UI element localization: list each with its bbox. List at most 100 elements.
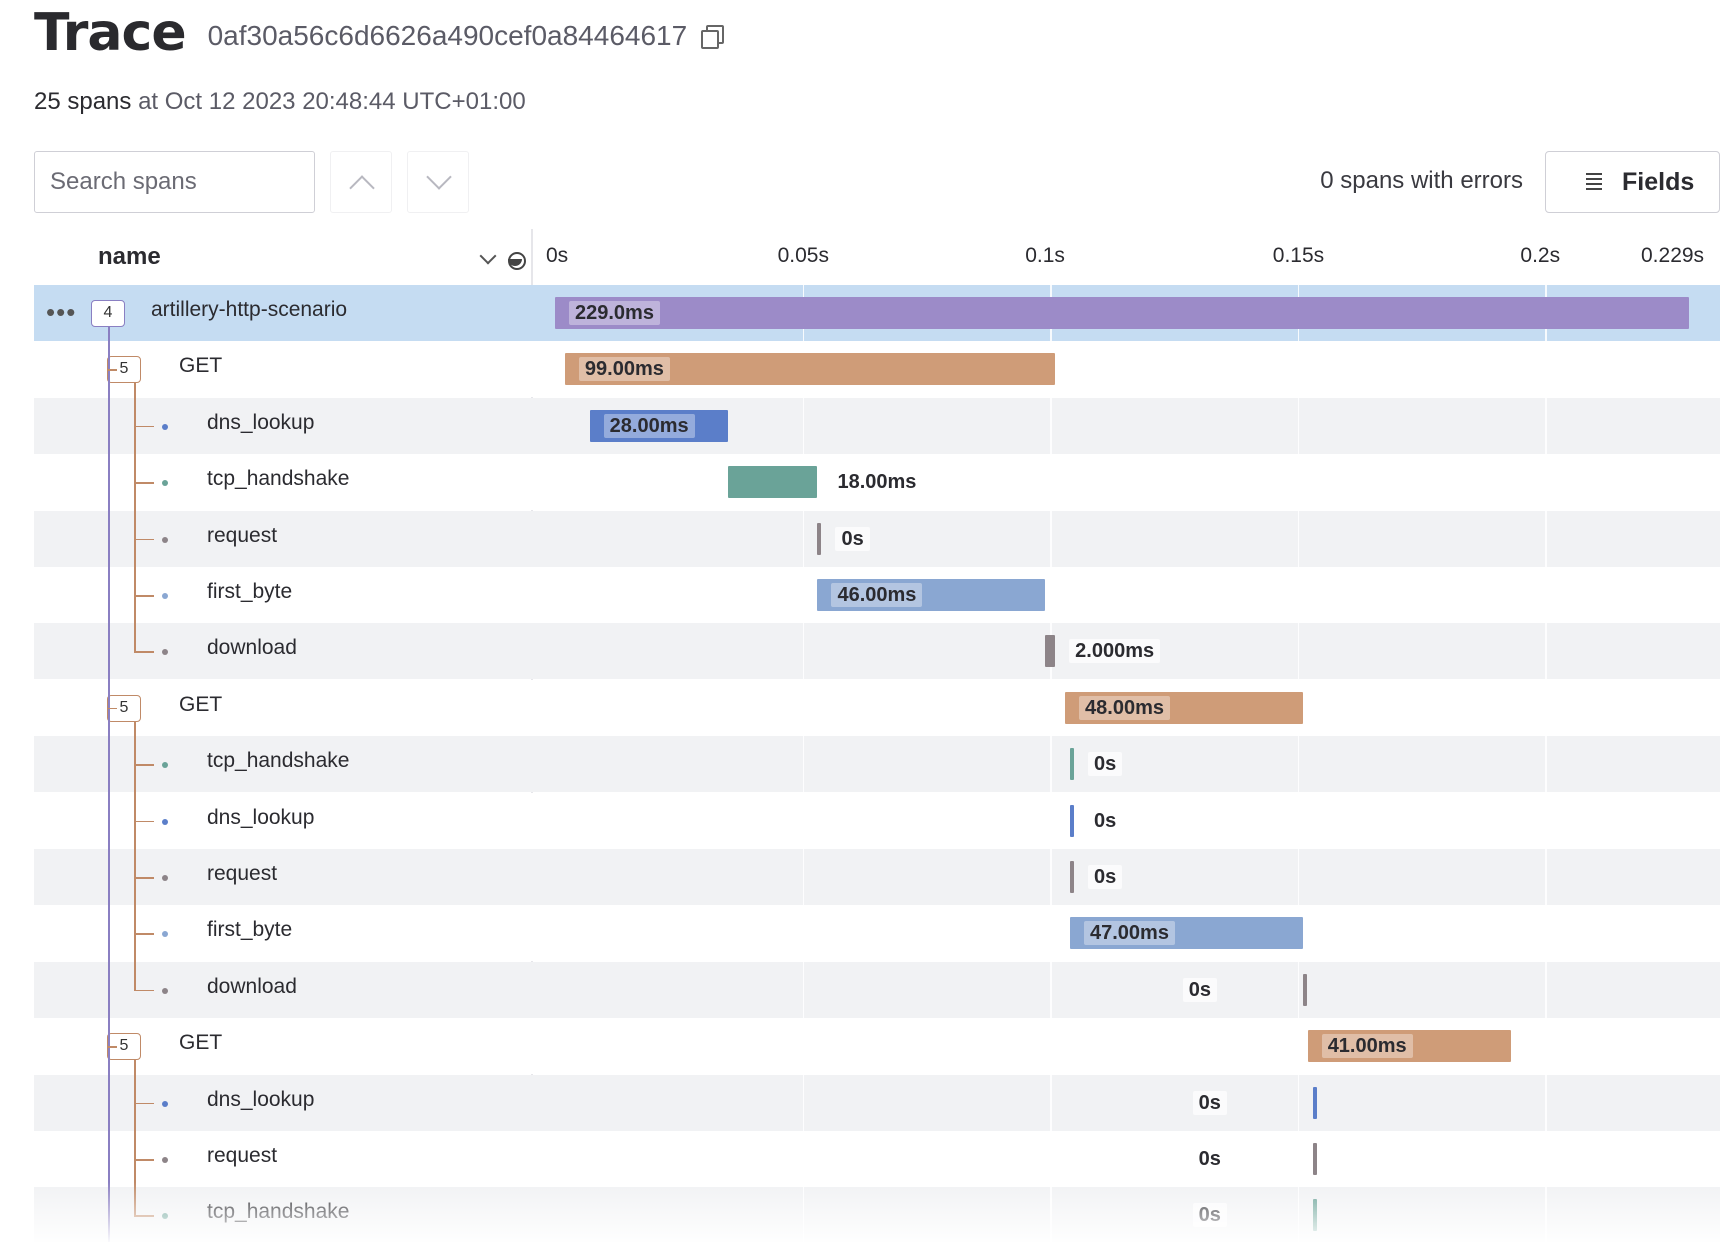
span-name[interactable]: request: [207, 523, 278, 547]
timeline-gridline: [1297, 397, 1300, 455]
span-duration-label: 46.00ms: [831, 583, 923, 607]
span-name-cell: dns_lookup: [34, 793, 531, 849]
chevron-down-icon[interactable]: [479, 247, 497, 265]
span-row[interactable]: dns_lookup 28.00ms: [34, 397, 1720, 455]
span-name[interactable]: first_byte: [207, 918, 293, 942]
color-drop-icon[interactable]: [507, 247, 526, 270]
timeline-gridline: [1050, 961, 1052, 1019]
span-bar[interactable]: [1312, 1086, 1317, 1119]
span-name-cell: first_byte: [34, 567, 531, 623]
span-dot-icon: [162, 1157, 168, 1163]
span-duration-label: 47.00ms: [1084, 921, 1175, 946]
span-name[interactable]: artillery-http-scenario: [151, 298, 348, 321]
timeline-gridline: [802, 510, 805, 567]
span-bar[interactable]: [1070, 748, 1074, 781]
timeline-gridline: [1297, 1018, 1300, 1075]
span-row[interactable]: tcp_handshake 0s: [34, 736, 1720, 793]
span-dot-icon: [162, 987, 168, 994]
timeline-gridline: [1050, 1018, 1052, 1075]
span-bar[interactable]: [1302, 973, 1307, 1006]
chevron-up-icon: [349, 175, 375, 201]
span-name[interactable]: request: [207, 862, 278, 885]
timeline-gridline: [1297, 623, 1300, 680]
span-duration-label: 0s: [835, 526, 870, 551]
span-row[interactable]: tcp_handshake 0s: [34, 1187, 1720, 1242]
span-bar[interactable]: [1307, 1030, 1511, 1063]
span-dot-icon: [162, 1213, 168, 1220]
span-name[interactable]: first_byte: [207, 580, 293, 603]
span-row[interactable]: 5 GET 41.00ms: [34, 1018, 1720, 1075]
span-name[interactable]: tcp_handshake: [207, 1200, 350, 1224]
tree-connector-line: [108, 327, 110, 1242]
span-bar[interactable]: [1070, 861, 1074, 893]
timeline-gridline: [1545, 849, 1547, 906]
span-bar[interactable]: [1070, 804, 1074, 837]
search-input[interactable]: [34, 151, 315, 213]
span-name-cell: download: [34, 623, 531, 679]
child-count-badge[interactable]: 4: [91, 300, 125, 327]
span-name-cell: first_byte: [34, 905, 531, 961]
span-row[interactable]: download 2.000ms: [34, 623, 1720, 680]
span-name[interactable]: download: [207, 974, 297, 998]
span-row[interactable]: dns_lookup 0s: [34, 1074, 1720, 1131]
copy-icon[interactable]: [699, 23, 725, 49]
span-bar[interactable]: [564, 353, 1056, 386]
tree-branch-line: [134, 989, 154, 992]
span-name[interactable]: tcp_handshake: [207, 749, 350, 773]
span-row[interactable]: download 0s: [34, 961, 1720, 1019]
span-row[interactable]: request 0s: [34, 510, 1720, 567]
errors-count[interactable]: 0 spans with errors: [1320, 167, 1523, 194]
chevron-down-icon: [426, 164, 452, 190]
tree-branch-line: [134, 1102, 154, 1105]
span-row[interactable]: 5 GET 99.00ms: [34, 341, 1720, 398]
timeline-gridline: [1050, 679, 1052, 737]
span-row[interactable]: 5 GET 48.00ms: [34, 679, 1720, 737]
span-name[interactable]: dns_lookup: [207, 1087, 315, 1111]
span-name-cell: request: [34, 849, 531, 905]
span-bar[interactable]: [1045, 635, 1056, 668]
span-name[interactable]: GET: [179, 354, 223, 378]
timeline-gridline: [1050, 849, 1052, 906]
axis-tick-label: 0.05s: [777, 244, 829, 267]
span-bar[interactable]: [817, 579, 1046, 611]
span-bar[interactable]: [817, 522, 822, 555]
span-row[interactable]: request 0s: [34, 849, 1720, 906]
span-bar[interactable]: [1312, 1199, 1317, 1232]
span-bar[interactable]: [555, 297, 1689, 329]
span-name[interactable]: dns_lookup: [207, 805, 315, 829]
span-row[interactable]: request 0s: [34, 1131, 1720, 1188]
span-name-cell: request: [34, 1131, 531, 1187]
span-name[interactable]: tcp_handshake: [207, 467, 350, 491]
next-match-button[interactable]: [407, 151, 469, 213]
fields-button[interactable]: Fields: [1545, 151, 1720, 213]
timeline-gridline: [802, 736, 805, 793]
span-row[interactable]: tcp_handshake 18.00ms: [34, 454, 1720, 511]
trace-timestamp: at Oct 12 2023 20:48:44 UTC+01:00: [138, 88, 526, 115]
timeline-gridline: [1545, 454, 1547, 511]
span-bar[interactable]: [1065, 691, 1303, 724]
root-span-row[interactable]: ••• 4 artillery-http-scenario 229.0ms: [34, 285, 1720, 342]
span-name[interactable]: GET: [179, 1031, 223, 1055]
span-name[interactable]: request: [207, 1144, 278, 1167]
span-duration-label: 28.00ms: [603, 413, 695, 438]
name-column-header[interactable]: name: [98, 243, 161, 270]
span-row[interactable]: first_byte 47.00ms: [34, 905, 1720, 962]
span-bar[interactable]: [728, 466, 818, 499]
timeline-gridline: [1545, 510, 1547, 567]
span-name[interactable]: dns_lookup: [207, 410, 315, 434]
tree-branch-line: [108, 369, 117, 371]
span-bar[interactable]: [1070, 917, 1303, 950]
span-name-cell: download: [34, 962, 531, 1018]
tree-branch-line: [134, 425, 154, 428]
more-options-icon[interactable]: •••: [46, 297, 77, 327]
span-name[interactable]: download: [207, 636, 297, 660]
span-duration-label: 0s: [1192, 1203, 1227, 1228]
previous-match-button[interactable]: [330, 151, 392, 213]
span-name[interactable]: GET: [179, 692, 223, 716]
span-bar[interactable]: [1312, 1143, 1317, 1175]
span-bar[interactable]: [589, 409, 729, 442]
span-row[interactable]: first_byte 46.00ms: [34, 567, 1720, 624]
timeline-gridline: [1545, 905, 1547, 962]
span-duration-label: 0s: [1192, 1147, 1227, 1171]
span-row[interactable]: dns_lookup 0s: [34, 792, 1720, 849]
